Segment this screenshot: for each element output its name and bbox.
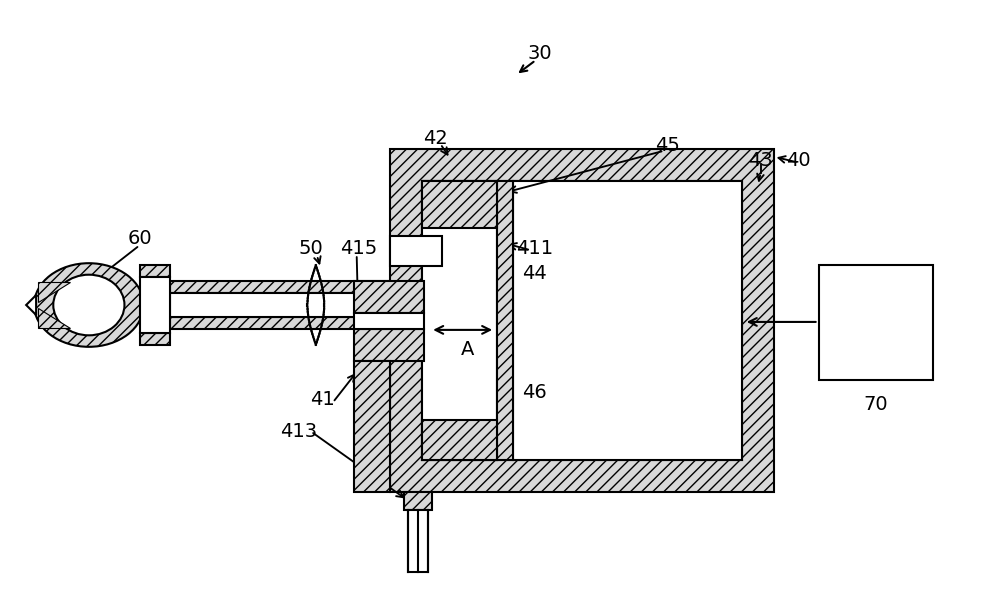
Text: A: A [460, 340, 474, 359]
Bar [354, 329, 424, 361]
Bar [819, 265, 933, 379]
Bar [170, 317, 390, 329]
Ellipse shape [53, 275, 124, 335]
Bar [422, 181, 742, 460]
Bar [390, 149, 774, 492]
Bar [170, 281, 390, 293]
Text: 41: 41 [310, 390, 335, 409]
Bar [140, 265, 170, 277]
Bar [354, 281, 424, 313]
Polygon shape [38, 282, 70, 302]
Text: 61: 61 [32, 297, 56, 316]
Text: 42: 42 [423, 129, 448, 148]
Bar [422, 421, 497, 460]
Bar [404, 492, 432, 510]
Text: 40: 40 [786, 151, 811, 170]
Bar [390, 237, 442, 266]
Text: 415: 415 [340, 239, 377, 257]
Text: 413: 413 [280, 422, 317, 441]
Bar [140, 277, 170, 333]
Text: 50: 50 [298, 239, 323, 257]
Bar [170, 293, 390, 317]
Text: 44: 44 [522, 264, 547, 283]
Ellipse shape [34, 263, 144, 347]
Bar [354, 361, 390, 492]
Bar [513, 181, 742, 460]
Bar [408, 510, 428, 572]
Text: 45: 45 [655, 136, 680, 155]
Bar [422, 181, 497, 229]
Bar [422, 181, 497, 460]
Text: 43: 43 [748, 151, 773, 170]
Text: 46: 46 [522, 383, 547, 402]
Polygon shape [38, 308, 70, 328]
Text: 411: 411 [516, 239, 553, 257]
Text: 30: 30 [528, 44, 552, 63]
Polygon shape [26, 295, 36, 315]
Bar [140, 333, 170, 345]
Text: 70: 70 [863, 395, 888, 414]
Text: 60: 60 [127, 229, 152, 248]
Bar [497, 181, 513, 460]
Bar [354, 313, 424, 329]
